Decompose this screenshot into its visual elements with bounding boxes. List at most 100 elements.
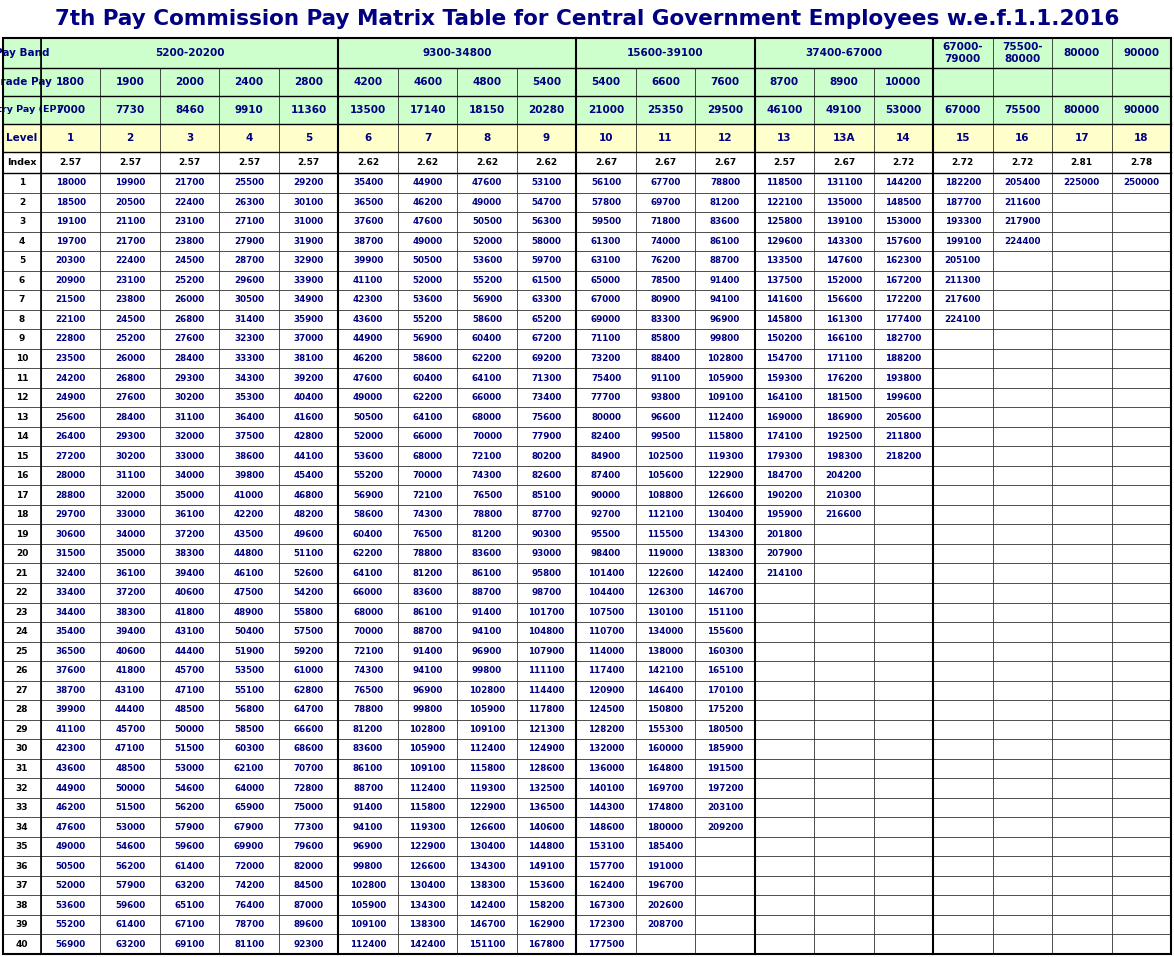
Text: 58000: 58000 bbox=[532, 236, 561, 246]
Text: 21700: 21700 bbox=[175, 178, 205, 188]
Bar bbox=[1112, 759, 1170, 778]
Bar bbox=[695, 485, 755, 505]
Text: 142400: 142400 bbox=[707, 568, 743, 578]
Text: 60400: 60400 bbox=[353, 530, 383, 539]
Text: 80200: 80200 bbox=[532, 452, 561, 460]
Text: 5400: 5400 bbox=[532, 77, 561, 87]
Bar bbox=[458, 173, 517, 192]
Bar bbox=[279, 466, 338, 485]
Text: 160000: 160000 bbox=[647, 745, 683, 753]
Text: 40600: 40600 bbox=[175, 589, 204, 597]
Text: 40400: 40400 bbox=[294, 393, 324, 402]
Text: 43600: 43600 bbox=[55, 764, 86, 773]
Bar bbox=[398, 290, 458, 310]
Bar bbox=[279, 836, 338, 857]
Text: 58600: 58600 bbox=[472, 315, 502, 323]
Text: 153000: 153000 bbox=[885, 217, 922, 226]
Bar bbox=[992, 251, 1052, 271]
Bar bbox=[636, 173, 695, 192]
Bar bbox=[755, 173, 814, 192]
Text: 150800: 150800 bbox=[647, 705, 683, 715]
Text: 68600: 68600 bbox=[294, 745, 324, 753]
Text: 37600: 37600 bbox=[55, 666, 86, 676]
Text: 20500: 20500 bbox=[115, 198, 146, 207]
Bar bbox=[873, 661, 933, 680]
Bar bbox=[41, 192, 101, 212]
Bar bbox=[41, 124, 101, 152]
Bar bbox=[398, 915, 458, 934]
Bar bbox=[695, 778, 755, 798]
Bar bbox=[160, 192, 220, 212]
Bar bbox=[160, 388, 220, 408]
Text: 99500: 99500 bbox=[650, 433, 681, 441]
Text: 180000: 180000 bbox=[647, 823, 683, 832]
Text: 62200: 62200 bbox=[353, 549, 383, 558]
Text: 23800: 23800 bbox=[115, 296, 146, 304]
Bar bbox=[576, 38, 755, 68]
Bar bbox=[992, 505, 1052, 524]
Text: 20280: 20280 bbox=[528, 105, 565, 115]
Bar bbox=[160, 446, 220, 466]
Text: 29300: 29300 bbox=[115, 433, 146, 441]
Text: 76500: 76500 bbox=[353, 686, 383, 695]
Text: 43100: 43100 bbox=[115, 686, 146, 695]
Bar bbox=[636, 817, 695, 836]
Bar bbox=[1112, 603, 1170, 622]
Text: 43500: 43500 bbox=[234, 530, 264, 539]
Bar bbox=[279, 896, 338, 915]
Bar bbox=[4, 564, 41, 583]
Bar bbox=[101, 329, 160, 348]
Text: 49000: 49000 bbox=[412, 236, 443, 246]
Text: 42300: 42300 bbox=[55, 745, 86, 753]
Bar bbox=[160, 524, 220, 544]
Text: 191500: 191500 bbox=[707, 764, 743, 773]
Text: 27600: 27600 bbox=[115, 393, 146, 402]
Bar bbox=[4, 251, 41, 271]
Text: 2.67: 2.67 bbox=[714, 158, 736, 167]
Bar bbox=[4, 876, 41, 896]
Text: 31400: 31400 bbox=[234, 315, 264, 323]
Text: 51500: 51500 bbox=[115, 803, 146, 812]
Bar bbox=[992, 290, 1052, 310]
Text: 111100: 111100 bbox=[528, 666, 565, 676]
Text: 138300: 138300 bbox=[410, 921, 446, 929]
Bar bbox=[101, 817, 160, 836]
Bar bbox=[220, 896, 279, 915]
Bar bbox=[1052, 271, 1112, 290]
Text: 9910: 9910 bbox=[235, 105, 263, 115]
Bar bbox=[458, 720, 517, 739]
Bar bbox=[458, 329, 517, 348]
Text: 112400: 112400 bbox=[707, 412, 743, 422]
Text: 184700: 184700 bbox=[767, 471, 803, 480]
Bar bbox=[1052, 641, 1112, 661]
Text: 82000: 82000 bbox=[294, 861, 324, 871]
Bar bbox=[517, 857, 576, 876]
Text: 140100: 140100 bbox=[588, 784, 625, 792]
Bar bbox=[338, 876, 398, 896]
Bar bbox=[1112, 408, 1170, 427]
Bar bbox=[1052, 876, 1112, 896]
Text: 122900: 122900 bbox=[468, 803, 505, 812]
Bar bbox=[933, 124, 992, 152]
Text: 15600-39100: 15600-39100 bbox=[627, 48, 703, 58]
Text: 131100: 131100 bbox=[825, 178, 862, 188]
Text: 5: 5 bbox=[19, 256, 25, 265]
Text: 22400: 22400 bbox=[115, 256, 146, 265]
Bar bbox=[338, 38, 576, 68]
Text: 43100: 43100 bbox=[175, 628, 205, 636]
Bar bbox=[41, 739, 101, 759]
Text: 66000: 66000 bbox=[353, 589, 383, 597]
Bar bbox=[695, 271, 755, 290]
Bar bbox=[160, 232, 220, 251]
Text: 44800: 44800 bbox=[234, 549, 264, 558]
Text: 17: 17 bbox=[15, 491, 28, 500]
Bar bbox=[338, 720, 398, 739]
Bar bbox=[992, 817, 1052, 836]
Text: 102500: 102500 bbox=[647, 452, 683, 460]
Bar bbox=[814, 505, 873, 524]
Bar bbox=[933, 38, 992, 68]
Bar bbox=[101, 310, 160, 329]
Bar bbox=[636, 876, 695, 896]
Bar bbox=[1112, 96, 1170, 124]
Text: 29700: 29700 bbox=[55, 510, 86, 520]
